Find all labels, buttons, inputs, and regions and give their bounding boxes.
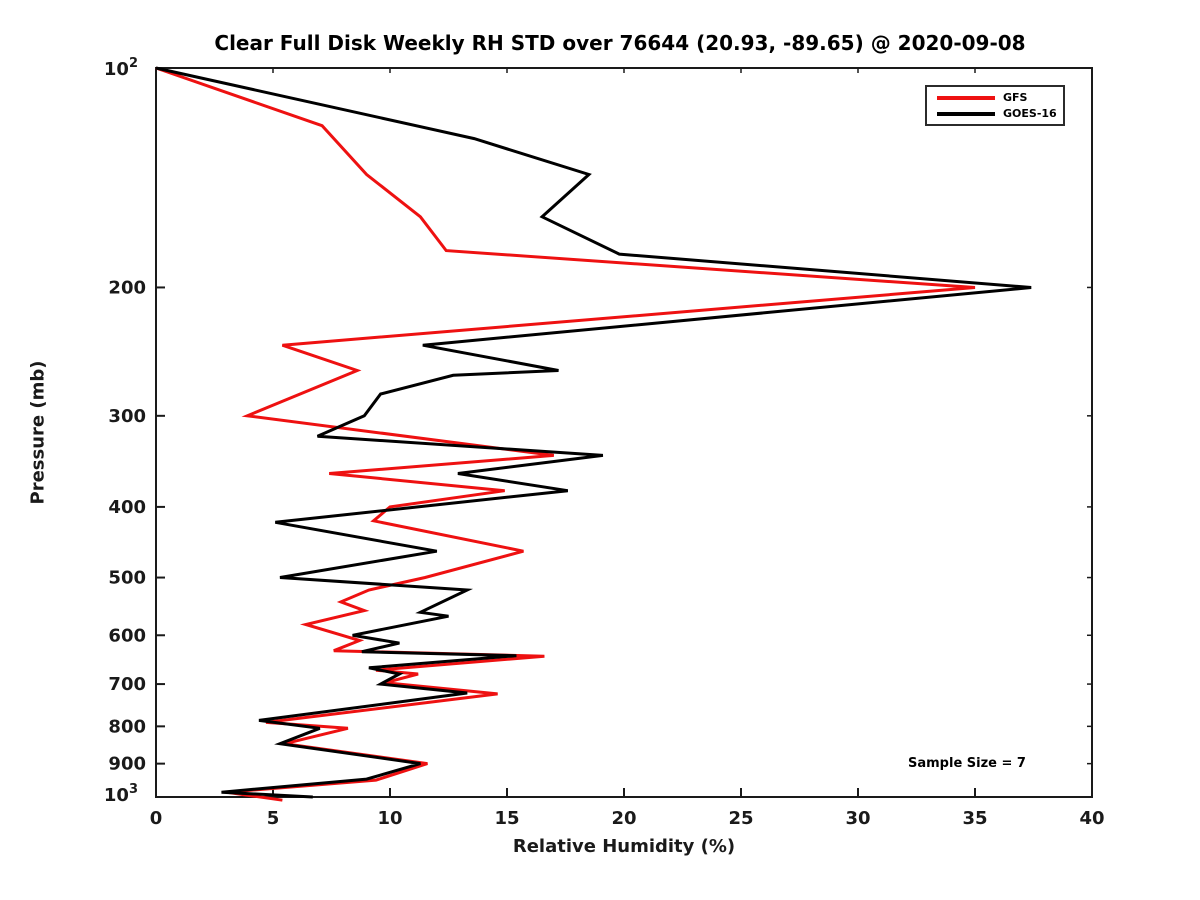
x-tick-label: 10 (377, 808, 402, 829)
y-tick-label-log: 102 (104, 56, 138, 80)
x-tick-label: 40 (1079, 808, 1104, 829)
y-tick-label: 900 (108, 754, 146, 775)
gfs-line-swatch (937, 95, 995, 100)
legend-label-goes16: GOES-16 (1003, 107, 1057, 120)
x-tick-label: 0 (150, 808, 163, 829)
axes-box (155, 67, 1093, 798)
x-tick-label: 20 (611, 808, 636, 829)
goes16-line-swatch (937, 111, 995, 116)
chart-title: Clear Full Disk Weekly RH STD over 76644… (214, 31, 1026, 55)
legend-entry-gfs: GFS (937, 91, 1057, 104)
y-tick-label: 400 (108, 497, 146, 518)
y-tick-label-log: 103 (104, 782, 138, 806)
x-tick-label: 25 (728, 808, 753, 829)
y-tick-label: 700 (108, 674, 146, 695)
x-tick-label: 5 (267, 808, 280, 829)
sample-size-annotation: Sample Size = 7 (908, 756, 1026, 771)
y-tick-label: 200 (108, 277, 146, 298)
legend-entry-goes16: GOES-16 (937, 107, 1057, 120)
legend-label-gfs: GFS (1003, 91, 1028, 104)
x-tick-label: 30 (845, 808, 870, 829)
legend-box: GFS GOES-16 (925, 85, 1065, 126)
x-axis-label: Relative Humidity (%) (512, 836, 736, 857)
x-tick-label: 15 (494, 808, 519, 829)
y-tick-label: 600 (108, 625, 146, 646)
y-tick-label: 500 (108, 568, 146, 589)
gfs-line (155, 66, 976, 802)
y-tick-label: 800 (108, 716, 146, 737)
x-tick-label: 35 (962, 808, 987, 829)
goes-16-line (155, 66, 1032, 799)
y-tick-label: 300 (108, 406, 146, 427)
